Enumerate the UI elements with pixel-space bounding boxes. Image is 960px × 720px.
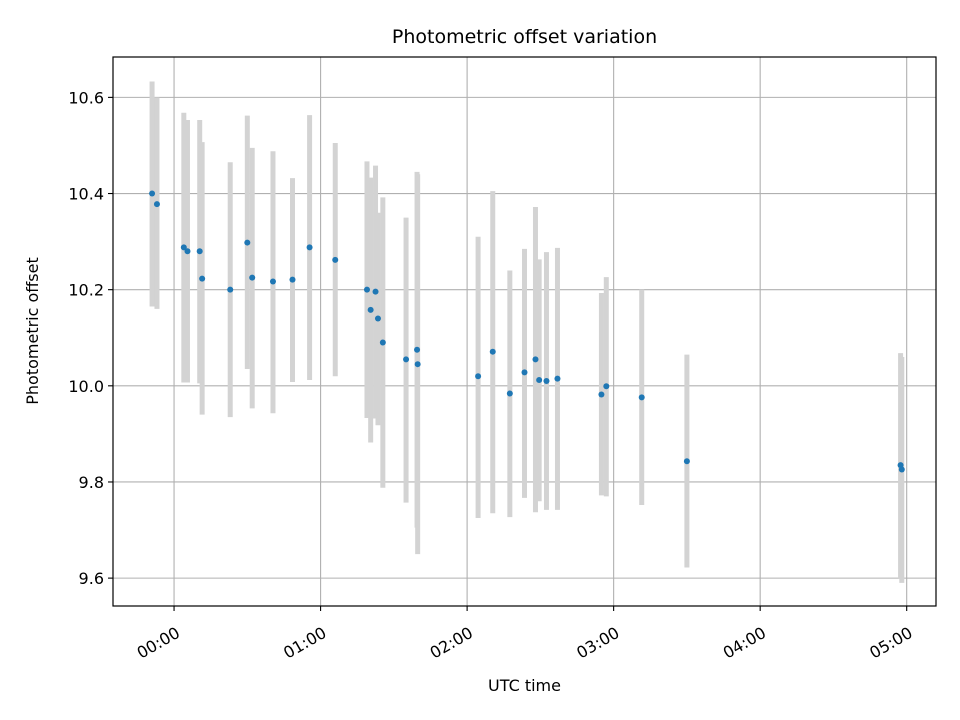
- data-point: [199, 275, 206, 282]
- data-point: [603, 383, 610, 390]
- data-point: [227, 286, 234, 293]
- data-point: [489, 348, 496, 355]
- data-point: [153, 201, 160, 208]
- data-point: [196, 248, 203, 255]
- data-point: [506, 390, 513, 397]
- data-point: [521, 369, 528, 376]
- y-axis-label: Photometric offset: [23, 257, 42, 405]
- data-markers: [149, 190, 905, 473]
- data-point: [475, 373, 482, 380]
- data-point: [414, 361, 421, 368]
- x-axis-label: UTC time: [488, 676, 561, 695]
- data-point: [306, 244, 313, 251]
- plot-frame: [112, 56, 937, 607]
- data-point: [536, 377, 543, 384]
- data-point: [532, 356, 539, 363]
- data-point: [289, 276, 296, 283]
- y-tick-label: 10.2: [68, 281, 104, 300]
- y-tick-label: 10.4: [68, 185, 104, 204]
- data-point: [149, 190, 156, 197]
- y-tick-label: 9.8: [79, 473, 104, 492]
- data-point: [379, 339, 386, 346]
- data-point: [598, 391, 605, 398]
- data-point: [269, 278, 276, 285]
- data-point: [372, 288, 379, 295]
- y-tick-label: 10.6: [68, 88, 104, 107]
- data-point: [374, 315, 381, 322]
- y-tick-label: 10.0: [68, 377, 104, 396]
- data-point: [332, 256, 339, 263]
- data-point: [244, 239, 251, 246]
- data-point: [249, 274, 256, 281]
- data-point: [554, 375, 561, 382]
- data-point: [638, 394, 645, 401]
- data-point: [898, 466, 905, 473]
- data-point: [363, 286, 370, 293]
- data-point: [184, 248, 191, 255]
- data-point: [683, 458, 690, 465]
- data-point: [180, 244, 187, 251]
- data-point: [403, 356, 410, 363]
- y-tick-label: 9.6: [79, 569, 104, 588]
- data-point: [543, 378, 550, 385]
- data-point: [367, 306, 374, 313]
- data-point: [414, 346, 421, 353]
- chart-title: Photometric offset variation: [392, 26, 657, 48]
